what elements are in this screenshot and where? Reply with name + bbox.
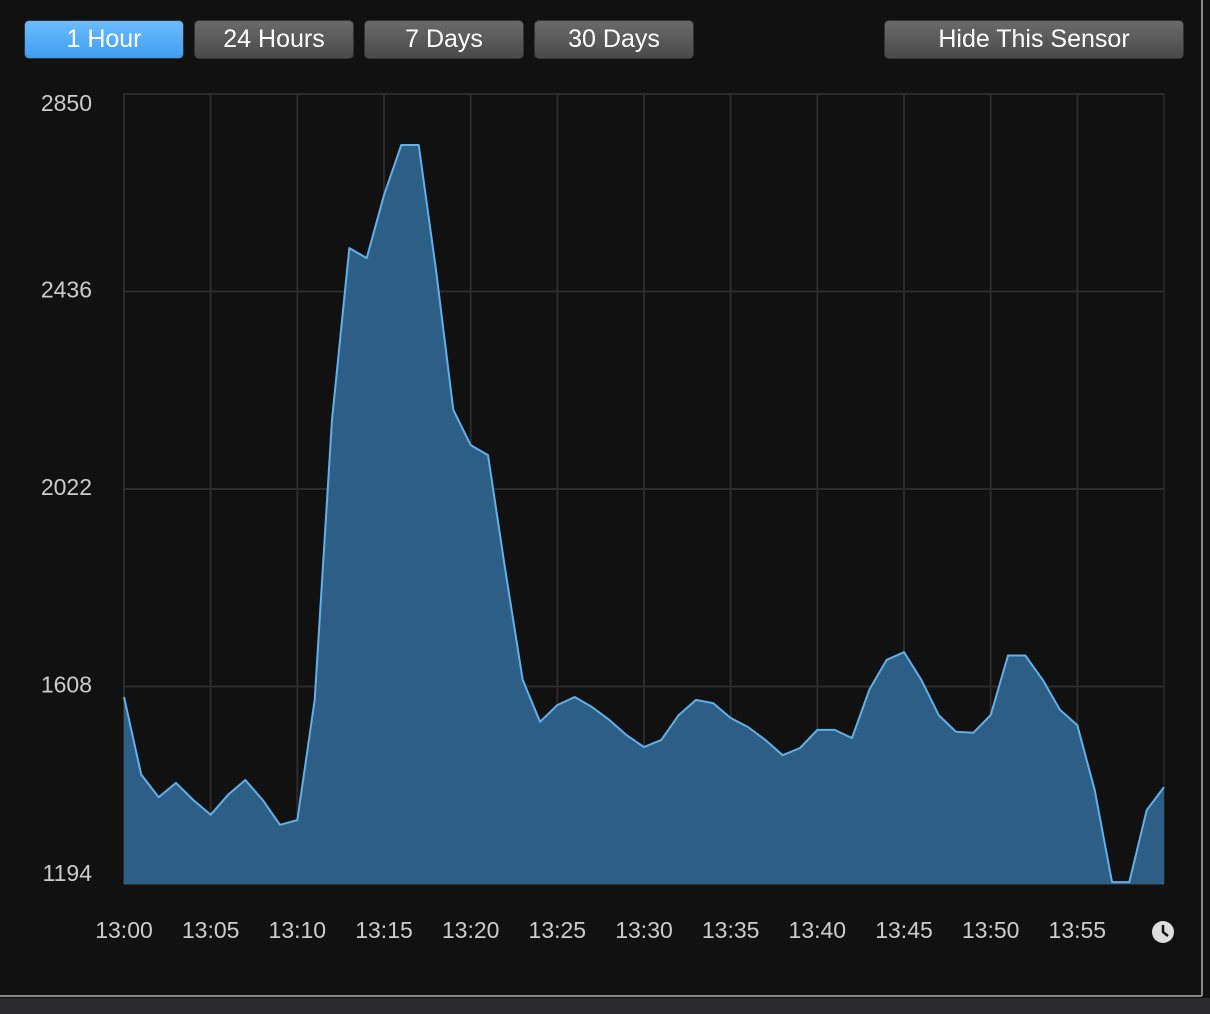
y-tick-label: 1608	[41, 672, 92, 698]
x-tick-label: 13:50	[962, 917, 1020, 943]
range-button[interactable]: 7 Days	[364, 20, 524, 59]
x-tick-label: 13:25	[529, 917, 587, 943]
area	[124, 145, 1164, 884]
x-tick-label: 13:35	[702, 917, 760, 943]
y-tick-label: 2022	[41, 474, 92, 500]
x-tick-label: 13:15	[355, 917, 413, 943]
dock	[0, 998, 1210, 1014]
x-tick-label: 13:40	[789, 917, 847, 943]
range-button[interactable]: 24 Hours	[194, 20, 354, 59]
clock-icon	[1152, 921, 1174, 943]
x-tick-label: 13:20	[442, 917, 500, 943]
y-tick-label: 1194	[43, 860, 93, 886]
x-tick-label: 13:45	[875, 917, 933, 943]
x-tick-label: 13:10	[269, 917, 327, 943]
hide-button[interactable]: Hide This Sensor	[884, 20, 1184, 59]
x-tick-label: 13:30	[615, 917, 673, 943]
x-tick-label: 13:55	[1049, 917, 1107, 943]
y-tick-label: 2436	[41, 277, 92, 303]
range-button[interactable]: 30 Days	[534, 20, 694, 59]
line	[123, 144, 1165, 884]
range-button[interactable]: 1 Hour	[24, 20, 184, 59]
x-tick-label: 13:00	[95, 917, 153, 943]
x-tick-label: 13:05	[182, 917, 240, 943]
y-tick-label: 2850	[41, 90, 92, 116]
